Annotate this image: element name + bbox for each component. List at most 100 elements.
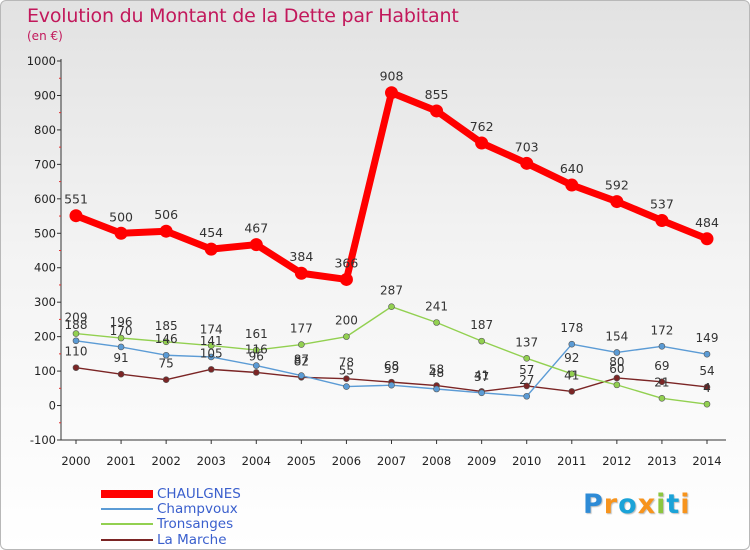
- x-tick-label: 2002: [152, 454, 181, 468]
- data-label: 185: [155, 319, 178, 333]
- data-point: [298, 372, 305, 379]
- data-point: [433, 385, 440, 393]
- data-label: 4: [703, 381, 711, 395]
- data-label: 209: [65, 311, 88, 325]
- x-tick-label: 2003: [197, 454, 226, 468]
- legend-item-champvoux: Champvoux: [101, 501, 361, 517]
- data-point: [613, 381, 621, 389]
- x-tick-label: 2012: [602, 454, 631, 468]
- data-label: 200: [335, 314, 358, 328]
- y-tick-label: 200: [34, 330, 56, 344]
- data-label: 855: [425, 87, 449, 102]
- y-tick-label: 500: [34, 226, 56, 240]
- y-tick-label: 900: [34, 88, 56, 102]
- data-point: [162, 338, 170, 346]
- data-point: [72, 364, 80, 371]
- y-tick-label: 400: [34, 261, 56, 275]
- data-point: [523, 392, 531, 400]
- data-point: [249, 238, 263, 252]
- data-label: 170: [110, 324, 133, 338]
- data-label: 21: [654, 375, 669, 389]
- y-tick-label: -100: [30, 433, 56, 447]
- data-point: [162, 351, 170, 359]
- data-point: [343, 383, 350, 390]
- data-label: 69: [654, 359, 669, 373]
- data-point: [159, 224, 173, 238]
- data-point: [700, 232, 714, 246]
- data-point: [343, 375, 350, 382]
- data-label: 41: [564, 368, 579, 382]
- data-label: 48: [429, 366, 444, 380]
- data-label: 287: [380, 284, 403, 298]
- data-label: 196: [110, 315, 133, 329]
- logo-letter: t: [666, 489, 681, 520]
- data-label: 68: [384, 359, 399, 373]
- data-label: 58: [429, 363, 444, 377]
- data-point: [478, 337, 485, 345]
- y-tick-label: 800: [34, 123, 56, 137]
- data-label: 506: [154, 207, 178, 222]
- data-point: [568, 340, 576, 348]
- data-label: 41: [474, 368, 489, 382]
- x-tick-label: 2000: [61, 454, 90, 468]
- logo-letter: i: [680, 489, 691, 520]
- data-point: [703, 350, 711, 358]
- data-label: 59: [384, 362, 399, 376]
- logo-letter: i: [656, 489, 667, 520]
- legend-item-chaulgnes: CHAULGNES: [101, 486, 361, 502]
- data-point: [69, 209, 83, 223]
- data-label: 137: [515, 335, 538, 349]
- x-tick-label: 2007: [377, 454, 406, 468]
- legend-label: Champvoux: [157, 501, 238, 517]
- data-point: [568, 370, 576, 378]
- data-label: 154: [605, 329, 628, 343]
- y-tick-label: 100: [34, 364, 56, 378]
- data-label: 55: [339, 364, 354, 378]
- data-label: 91: [113, 351, 128, 365]
- data-label: 592: [605, 178, 629, 193]
- x-tick-label: 2008: [422, 454, 451, 468]
- x-tick-label: 2013: [647, 454, 676, 468]
- data-point: [298, 341, 305, 348]
- data-point: [520, 156, 534, 170]
- legend-item-la-marche: La Marche: [101, 532, 361, 548]
- data-point: [117, 343, 125, 351]
- logo-letter: x: [637, 489, 657, 520]
- x-tick-label: 2006: [332, 454, 361, 468]
- data-label: 178: [560, 321, 583, 335]
- data-label: 500: [109, 209, 133, 224]
- data-label: 82: [294, 354, 309, 368]
- chart-title: Evolution du Montant de la Dette par Hab…: [27, 5, 459, 27]
- data-point: [658, 342, 666, 350]
- y-tick-label: 1000: [27, 54, 56, 68]
- data-point: [523, 382, 531, 390]
- x-tick-label: 2011: [557, 454, 586, 468]
- data-label: 172: [650, 323, 673, 337]
- data-label: 54: [699, 364, 714, 378]
- data-label: 241: [425, 300, 448, 314]
- data-point: [610, 195, 624, 209]
- data-label: 116: [245, 343, 268, 357]
- data-point: [658, 395, 666, 402]
- legend-swatch: [101, 490, 153, 498]
- data-point: [388, 381, 395, 389]
- x-tick-label: 2014: [692, 454, 721, 468]
- data-point: [565, 178, 579, 192]
- data-label: 161: [245, 327, 268, 341]
- x-tick-label: 2009: [467, 454, 496, 468]
- data-label: 384: [289, 249, 313, 264]
- data-point: [252, 362, 260, 369]
- data-point: [72, 330, 80, 337]
- data-label: 105: [200, 346, 223, 360]
- y-tick-label: 700: [34, 157, 56, 171]
- data-label: 75: [159, 357, 174, 371]
- data-label: 762: [470, 119, 494, 134]
- legend-swatch: [101, 539, 153, 541]
- data-label: 110: [65, 345, 88, 359]
- chart-subtitle: (en €): [27, 29, 63, 43]
- x-tick-label: 2001: [106, 454, 135, 468]
- data-label: 141: [200, 334, 223, 348]
- y-tick-label: 0: [49, 399, 56, 413]
- data-label: 60: [609, 362, 624, 376]
